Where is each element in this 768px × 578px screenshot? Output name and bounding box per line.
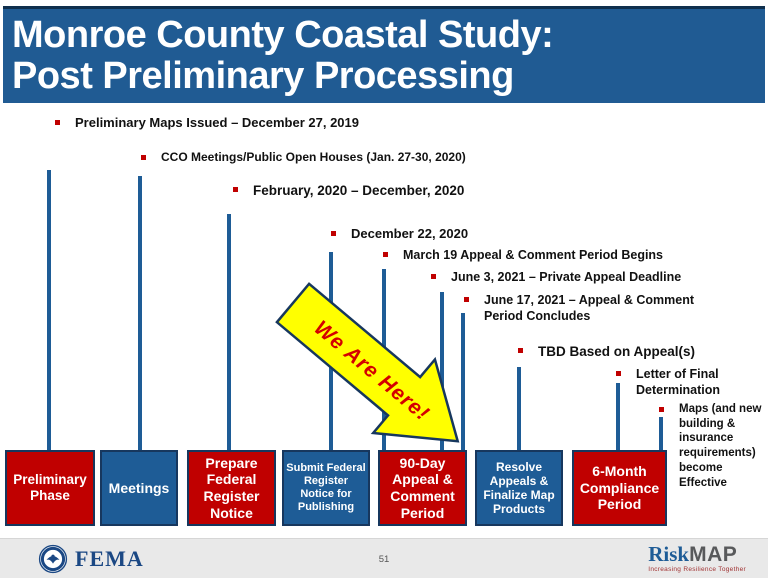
fema-logo: FEMA	[38, 544, 144, 574]
phase-90-day-appeal-comment-period: 90-Day Appeal & Comment Period	[378, 450, 467, 526]
milestone-tbd-appeals: TBD Based on Appeal(s)	[518, 343, 695, 360]
timeline-connector-appeal-concludes	[461, 313, 465, 450]
riskmap-tagline: Increasing Resilience Together	[648, 566, 746, 573]
phase-submit-federal-register-notice: Submit Federal Register Notice for Publi…	[282, 450, 370, 526]
timeline-connector-lfd	[616, 383, 620, 450]
slide-title-line2: Post Preliminary Processing	[12, 55, 514, 97]
phase-label: Prepare Federal Register Notice	[203, 454, 260, 521]
phase-label: 6-Month Compliance Period	[579, 463, 660, 513]
phase-label: Meetings	[108, 479, 170, 496]
bullet-icon	[233, 187, 238, 192]
riskmap-map-wordmark: MAP	[689, 543, 738, 566]
timeline-connector-meetings	[138, 176, 142, 450]
phase-label: Resolve Appeals & Finalize Map Products	[483, 459, 555, 517]
milestone-cco-meetings: CCO Meetings/Public Open Houses (Jan. 27…	[141, 150, 466, 165]
phase-resolve-appeals-finalize-maps: Resolve Appeals & Finalize Map Products	[475, 450, 563, 526]
milestone-maps-effective: Maps (and new building & insurance requi…	[659, 402, 765, 490]
bullet-icon	[431, 274, 436, 279]
arrow-icon	[275, 282, 460, 443]
phase-6-month-compliance-period: 6-Month Compliance Period	[572, 450, 667, 526]
phase-prepare-federal-register-notice: Prepare Federal Register Notice	[187, 450, 276, 526]
timeline-connector-prepare-frn	[227, 214, 231, 450]
bullet-icon	[518, 348, 523, 353]
phase-meetings: Meetings	[100, 450, 178, 526]
milestone-private-appeal-deadline: June 3, 2021 – Private Appeal Deadline	[431, 269, 681, 285]
fema-seal-icon	[38, 544, 68, 574]
milestone-december-22-2020: December 22, 2020	[331, 226, 468, 243]
slide-title-line1: Monroe County Coastal Study:	[12, 14, 554, 56]
timeline-connector-resolve-appeals	[517, 367, 521, 450]
bullet-icon	[55, 120, 60, 125]
timeline-connector-submit-frn	[329, 252, 333, 450]
phase-preliminary: Preliminary Phase	[5, 450, 95, 526]
milestone-letter-final-determination: Letter of Final Determination	[616, 366, 738, 398]
bullet-icon	[331, 231, 336, 236]
phase-label: 90-Day Appeal & Comment Period	[390, 454, 455, 521]
fema-wordmark: FEMA	[75, 546, 144, 571]
timeline-connector-private-appeal	[440, 292, 444, 450]
bullet-icon	[616, 371, 621, 376]
bullet-icon	[383, 252, 388, 257]
phase-label: Submit Federal Register Notice for Publi…	[286, 462, 366, 513]
milestone-appeal-period-concludes: June 17, 2021 – Appeal & Comment Period …	[464, 292, 722, 324]
timeline-connector-preliminary	[47, 170, 51, 450]
footer-bar: FEMA 51 RiskMAP Increasing Resilience To…	[0, 538, 768, 578]
page-number: 51	[378, 554, 390, 565]
timeline-connector-maps-effective	[659, 417, 663, 450]
milestone-preliminary-maps: Preliminary Maps Issued – December 27, 2…	[55, 115, 359, 132]
milestone-feb-dec-2020: February, 2020 – December, 2020	[233, 182, 464, 199]
bullet-icon	[659, 407, 664, 412]
riskmap-logo: RiskMAP Increasing Resilience Together	[648, 542, 746, 574]
timeline-connector-appeal-begins	[382, 269, 386, 450]
bullet-icon	[464, 297, 469, 302]
milestone-appeal-period-begins: March 19 Appeal & Comment Period Begins	[383, 247, 663, 263]
phase-label: Preliminary Phase	[13, 472, 87, 503]
bullet-icon	[141, 155, 146, 160]
riskmap-risk-wordmark: Risk	[648, 542, 690, 566]
title-bar: Monroe County Coastal Study: Post Prelim…	[3, 6, 765, 103]
